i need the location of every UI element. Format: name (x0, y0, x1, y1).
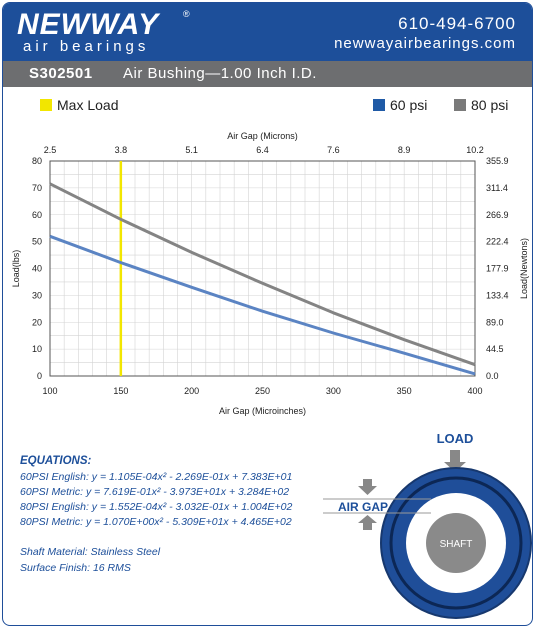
bushing-groove (389, 476, 523, 610)
psi80-swatch (454, 99, 466, 111)
header-bar: NEWWAY ® air bearings 610-494-6700 newwa… (3, 3, 532, 61)
y-tick-label: 50 (32, 237, 42, 247)
gap-arrow-down-icon (358, 479, 377, 495)
registered-mark: ® (183, 9, 190, 19)
x-tick-label: 300 (326, 386, 341, 396)
y-tick-label: 30 (32, 290, 42, 300)
equations-block: EQUATIONS: 60PSI English: y = 1.105E-04x… (20, 455, 292, 530)
x-top-tick-label: 6.4 (256, 145, 269, 155)
chart-marks (49, 161, 476, 376)
x-top-tick-label: 10.2 (466, 145, 484, 155)
x-tick-label: 400 (467, 386, 482, 396)
logo: NEWWAY (17, 8, 160, 41)
equation-60psi-english: 60PSI English: y = 1.105E-04x² - 2.269E-… (20, 471, 293, 483)
legend-max-load: Max Load (40, 97, 118, 113)
equations-heading: EQUATIONS: (20, 455, 92, 467)
x-top-tick-label: 3.8 (115, 145, 128, 155)
y-tick-label: 70 (32, 183, 42, 193)
equation-80psi-english: 80PSI English: y = 1.552E-04x² - 3.032E-… (20, 501, 293, 513)
series-line-80-psi (49, 182, 476, 367)
y-right-tick-label: 89.0 (486, 317, 504, 327)
x-top-tick-label: 5.1 (185, 145, 198, 155)
y-tick-label: 0 (37, 371, 42, 381)
product-description: Air Bushing—1.00 Inch I.D. (123, 65, 317, 82)
y-right-tick-label: 311.4 (486, 183, 508, 193)
y-tick-label: 10 (32, 344, 42, 354)
shaft-material: Shaft Material: Stainless Steel (20, 546, 161, 558)
series-line-60-psi (49, 234, 476, 376)
equation-80psi-metric: 80PSI Metric: y = 1.070E+00x² - 5.309E+0… (20, 516, 292, 528)
equation-60psi-metric: 60PSI Metric: y = 7.619E-01x² - 3.973E+0… (20, 486, 290, 498)
y-right-tick-label: 266.9 (486, 210, 509, 220)
y-right-tick-label: 133.4 (486, 290, 509, 300)
legend-60psi-label: 60 psi (390, 97, 428, 113)
x-top-tick-label: 7.6 (327, 145, 340, 155)
part-number: S302501 (29, 65, 93, 82)
x-tick-label: 250 (255, 386, 270, 396)
y-tick-label: 80 (32, 156, 42, 166)
x-tick-label: 200 (184, 386, 199, 396)
phone-number: 610-494-6700 (398, 14, 516, 33)
load-arrow-icon (444, 450, 466, 472)
shaft-label: SHAFT (440, 539, 473, 550)
y-tick-label: 40 (32, 264, 42, 274)
legend-80psi: 80 psi (454, 97, 508, 113)
y-axis-right-label: Load(Newtons) (519, 238, 529, 299)
x-tick-label: 150 (113, 386, 128, 396)
plot-border (49, 160, 476, 377)
y-tick-label: 20 (32, 317, 42, 327)
legend-60psi: 60 psi (373, 97, 427, 113)
x-top-tick-label: 2.5 (44, 145, 57, 155)
legend-80psi-label: 80 psi (471, 97, 509, 113)
x-axis-label: Air Gap (Microinches) (219, 406, 306, 416)
website-link[interactable]: newwayairbearings.com (334, 35, 516, 52)
x-tick-label: 350 (397, 386, 412, 396)
x-tick-label: 100 (42, 386, 57, 396)
air-gap-label: AIR GAP (338, 500, 388, 514)
y-right-tick-label: 44.5 (486, 344, 504, 354)
bushing-bore (406, 493, 506, 593)
max-load-swatch (40, 99, 52, 111)
y-axis-label: Load(lbs) (11, 250, 21, 288)
surface-finish: Surface Finish: 16 RMS (20, 562, 131, 574)
y-right-tick-label: 177.9 (486, 264, 509, 274)
legend-max-load-label: Max Load (57, 97, 119, 113)
bushing-outer-ring (380, 467, 532, 619)
logo-tagline: air bearings (23, 38, 150, 55)
psi60-swatch (373, 99, 385, 111)
y-right-tick-label: 0.0 (486, 371, 499, 381)
shaft (426, 513, 486, 573)
y-right-tick-label: 355.9 (486, 156, 509, 166)
x-axis-top-label: Air Gap (Microns) (227, 131, 298, 141)
x-top-tick-label: 8.9 (398, 145, 411, 155)
y-right-tick-label: 222.4 (486, 237, 509, 247)
gap-arrow-up-icon (358, 515, 377, 530)
y-tick-label: 60 (32, 210, 42, 220)
title-bar: S302501 Air Bushing—1.00 Inch I.D. (3, 61, 532, 87)
